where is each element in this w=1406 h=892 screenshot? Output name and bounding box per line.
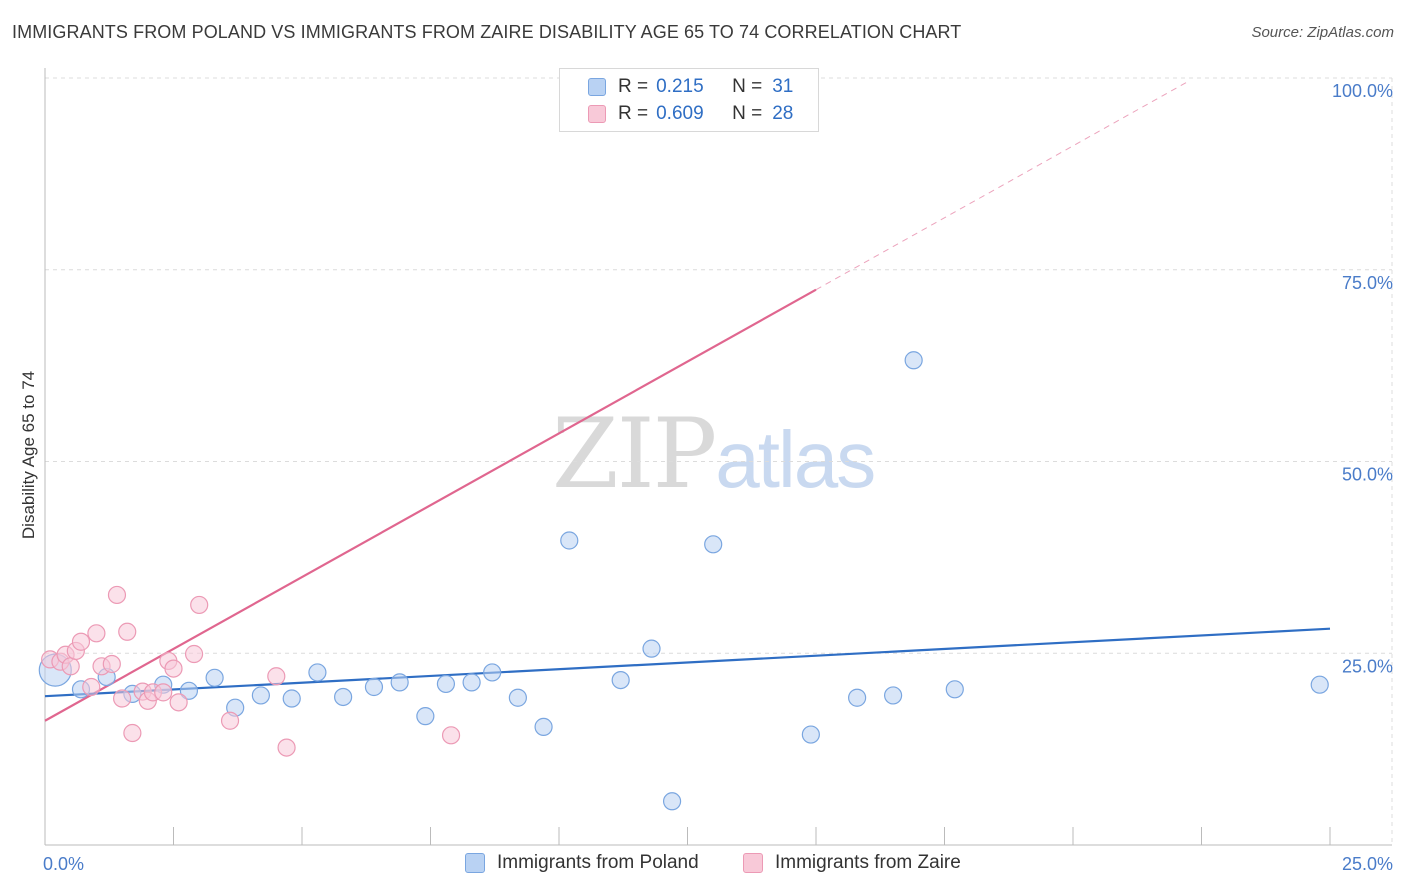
legend-r-value-zaire: 0.609 [656,103,704,124]
point-zaire [118,622,137,641]
point-zaire [220,711,240,730]
trendline-zaire [44,288,817,722]
point-poland [904,351,923,370]
source-label: Source: ZipAtlas.com [1251,24,1394,41]
point-poland [483,663,502,682]
y-axis-label: Disability Age 65 to 74 [19,371,38,539]
watermark-atlas: atlas [715,415,876,504]
legend-n-label: N = [732,76,763,97]
legend-r-label: R = [618,76,649,97]
point-zaire [71,632,91,651]
point-zaire [184,644,204,664]
chart-title: IMMIGRANTS FROM POLAND VS IMMIGRANTS FRO… [12,22,962,42]
point-poland [662,792,682,811]
y-tick-label: 100.0% [1332,81,1393,101]
point-poland [560,531,579,550]
watermark: ZIPatlas [552,398,876,510]
point-zaire [277,738,296,757]
point-zaire [441,726,461,745]
point-poland [704,535,723,554]
point-poland [205,668,224,687]
legend-swatch-poland [588,78,606,96]
grid-layer [45,77,1393,845]
point-zaire [61,657,80,676]
point-zaire [102,654,121,674]
y-tick-label: 50.0% [1342,465,1393,485]
watermark-zip: ZIP [552,398,717,510]
point-zaire [107,585,127,605]
point-zaire [164,659,183,678]
point-poland [251,686,270,705]
point-poland [364,677,384,697]
point-poland [308,663,327,682]
point-zaire [267,667,286,686]
axis-layer [44,68,1392,846]
y-tick-label: 75.0% [1342,273,1393,293]
point-poland [611,670,630,690]
point-zaire [112,689,132,708]
point-poland [534,717,553,736]
point-poland [801,725,820,744]
legend-row-poland: R = 0.215 N = 31 [560,74,793,100]
legend-row-zaire: R = 0.609 N = 28 [560,101,793,127]
point-zaire [123,723,142,743]
legend-n-value-poland: 31 [772,76,794,97]
correlation-legend: R = 0.215 N = 31 R = 0.609 N = 28 [559,68,819,132]
point-poland [1310,675,1329,694]
point-zaire [87,624,106,643]
trendline-zaire-extrapolated [815,82,1187,291]
point-poland [179,681,199,700]
point-poland [390,673,409,692]
x-tick-label: 0.0% [43,854,84,874]
point-poland [883,686,903,705]
point-poland [416,707,435,726]
legend-n-label: N = [732,103,763,124]
point-zaire [190,595,209,615]
series-label-zaire: Immigrants from Zaire [775,852,961,873]
label-layer: 25.0% 50.0% 75.0% 100.0% 0.0% 25.0% Disability… [19,81,1393,874]
series-label-poland: Immigrants from Poland [497,852,699,873]
point-poland [848,688,867,707]
series-swatch-poland [465,853,485,873]
series-swatch-zaire [743,853,763,873]
point-zaire [169,693,188,712]
point-poland [462,673,481,692]
point-poland [642,639,661,658]
x-tick-label: 25.0% [1342,854,1393,874]
point-poland [945,680,964,699]
series-legend-poland[interactable]: Immigrants from Poland [465,852,699,874]
legend-n-value-zaire: 28 [772,103,794,124]
legend-r-value-poland: 0.215 [656,76,704,97]
point-poland [508,688,527,707]
point-poland [334,687,353,707]
y-tick-label: 25.0% [1342,656,1393,676]
point-zaire [154,683,173,702]
trend-layer [44,82,1331,722]
points-layer [38,68,1329,811]
trendline-poland [44,627,1331,698]
point-zaire [82,677,101,697]
legend-r-label: R = [618,103,649,124]
point-poland [282,689,301,708]
series-legend-zaire[interactable]: Immigrants from Zaire [743,852,961,874]
point-poland [436,674,456,694]
legend-swatch-zaire [588,105,606,123]
series-legend: Immigrants from Poland Immigrants from Z… [0,852,1406,878]
